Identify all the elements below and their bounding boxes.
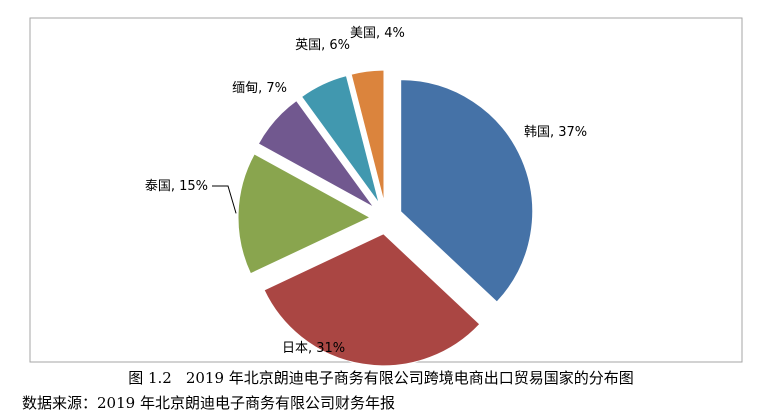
pie-slice — [237, 153, 372, 275]
pie-slice — [263, 233, 481, 367]
slice-label: 日本, 31% — [282, 341, 345, 356]
slice-label: 泰国, 15% — [145, 179, 208, 194]
pie-slice — [350, 69, 385, 203]
slice-label: 缅甸, 7% — [232, 81, 287, 96]
pie-slice — [257, 99, 375, 208]
figure-title: 2019 年北京朗迪电子商务有限公司跨境电商出口贸易国家的分布图 — [185, 369, 634, 387]
slice-labels: 韩国, 37% 日本, 31% 泰国, 15% 缅甸, 7% 英国, 6%美国, 4% — [145, 26, 587, 356]
slice-label: 韩国, 37% — [524, 125, 587, 140]
pie-slices — [237, 69, 534, 367]
pie-slice — [400, 79, 534, 303]
slice-label: 美国, 4% — [350, 26, 405, 41]
figure-number: 图 1.2 — [128, 369, 172, 387]
data-source: 数据来源：2019 年北京朗迪电子商务有限公司财务年报 — [22, 394, 395, 412]
leader-line — [212, 185, 237, 214]
slice-label: 英国, 6% — [295, 38, 350, 53]
pie-slice — [300, 75, 380, 204]
figure-caption: 图 1.2 2019 年北京朗迪电子商务有限公司跨境电商出口贸易国家的分布图 — [0, 368, 762, 388]
